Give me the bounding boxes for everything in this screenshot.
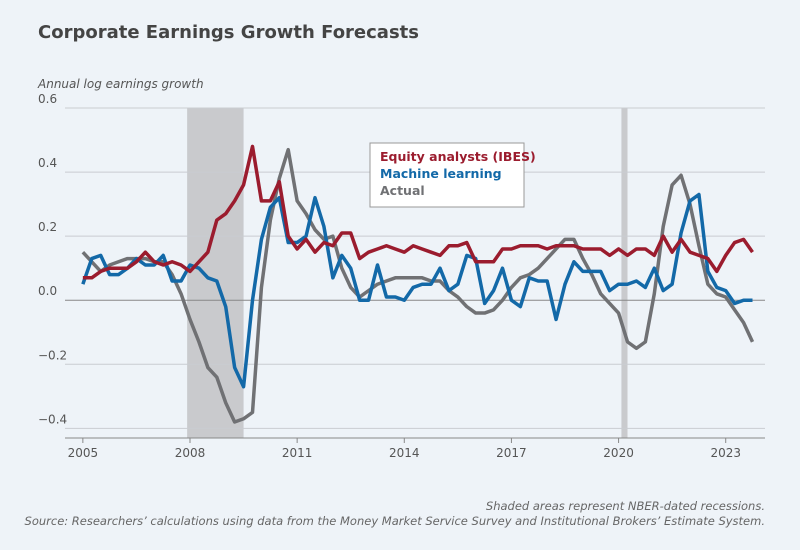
y-axis-label: Annual log earnings growth — [37, 77, 204, 91]
note: Shaded areas represent NBER-dated recess… — [486, 499, 765, 513]
legend-entry: Actual — [380, 183, 425, 198]
recession-band — [187, 108, 244, 438]
chart-title: Corporate Earnings Growth Forecasts — [38, 22, 419, 43]
y-tick-label: 0.6 — [38, 92, 57, 106]
legend-entry: Machine learning — [380, 166, 502, 181]
x-tick-label: 2017 — [496, 446, 527, 460]
x-tick-label: 2011 — [282, 446, 313, 460]
y-tick-label: 0.4 — [38, 156, 57, 170]
note: Source: Researchers’ calculations using … — [25, 514, 765, 528]
x-tick-label: 2005 — [68, 446, 99, 460]
y-tick-label: −0.4 — [38, 412, 67, 426]
y-tick-label: −0.2 — [38, 348, 67, 362]
series-line — [81, 147, 755, 424]
recession-band — [621, 108, 628, 438]
x-tick-label: 2020 — [603, 446, 634, 460]
series-line — [82, 144, 754, 280]
x-tick-label: 2023 — [710, 446, 741, 460]
legend-entry: Equity analysts (IBES) — [380, 149, 536, 164]
y-tick-label: 0.0 — [38, 284, 57, 298]
legend-box — [369, 142, 525, 208]
y-tick-label: 0.2 — [38, 220, 57, 234]
x-tick-label: 2014 — [389, 446, 420, 460]
x-tick-label: 2008 — [175, 446, 206, 460]
